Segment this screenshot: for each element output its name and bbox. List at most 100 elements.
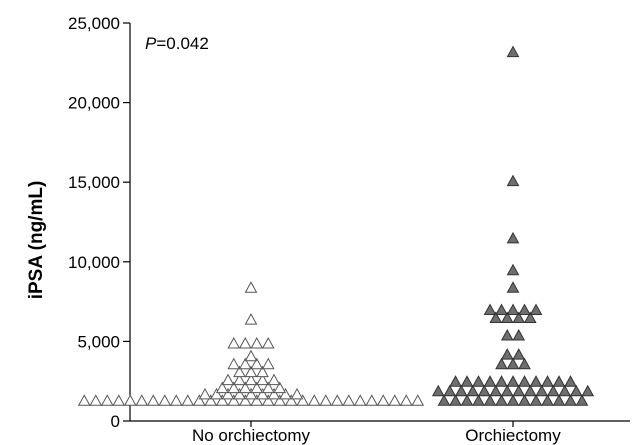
data-point-triangle <box>437 394 451 406</box>
data-point-triangle <box>518 394 531 406</box>
data-point-triangle <box>500 384 514 397</box>
data-point-triangle <box>250 336 264 349</box>
data-point-triangle <box>466 384 480 397</box>
data-point-triangle <box>146 394 160 406</box>
data-point-triangle <box>256 365 269 378</box>
p-value-italic: P <box>145 34 157 53</box>
data-point-triangle <box>284 394 298 406</box>
y-tick-label: 5,000 <box>77 332 120 351</box>
data-point-triangle <box>227 394 241 406</box>
data-point-triangle <box>506 394 520 406</box>
data-point-triangle <box>215 394 229 406</box>
data-point-triangle <box>296 394 310 406</box>
data-point-triangle <box>454 384 468 397</box>
data-point-triangle <box>477 384 491 397</box>
data-point-triangle <box>564 375 577 387</box>
y-tick-label: 0 <box>111 412 120 431</box>
data-point-triangle <box>210 387 223 400</box>
data-point-triangle <box>506 303 520 316</box>
axes <box>129 23 630 422</box>
data-point-triangle <box>250 394 264 406</box>
data-point-triangle <box>483 375 497 387</box>
data-point-triangle <box>512 311 526 324</box>
data-point-triangle <box>376 394 390 406</box>
data-point-triangle <box>558 384 572 397</box>
data-point-triangle <box>261 381 275 394</box>
data-point-triangle <box>546 384 560 397</box>
data-point-triangle <box>238 357 252 370</box>
data-point-triangle <box>500 328 514 341</box>
data-point-triangle <box>227 381 241 394</box>
data-point-triangle <box>529 375 543 387</box>
data-point-triangle <box>342 394 356 406</box>
data-point-triangle <box>330 394 344 406</box>
data-point-triangle <box>523 384 537 397</box>
y-tick-label: 25,000 <box>68 14 120 33</box>
y-axis-label: iPSA (ng/mL) <box>26 181 47 300</box>
data-point-triangle <box>112 394 126 406</box>
data-point-triangle <box>198 387 212 400</box>
data-point-triangle <box>518 375 531 387</box>
data-point-triangle <box>449 375 462 387</box>
data-point-triangle <box>529 394 543 406</box>
data-point-triangle <box>89 394 103 406</box>
data-point-triangle <box>273 381 287 394</box>
data-point-triangle <box>506 263 520 276</box>
data-point-triangle <box>319 394 333 406</box>
y-tick-label: 10,000 <box>68 253 120 272</box>
data-point-triangle <box>483 394 497 406</box>
data-point-triangle <box>244 313 258 325</box>
data-point-triangle <box>238 394 252 406</box>
data-point-triangle <box>523 311 537 324</box>
data-point-triangle <box>227 336 241 349</box>
data-point-triangle <box>204 394 218 406</box>
data-point-triangle <box>495 394 508 406</box>
data-point-triangle <box>512 328 526 341</box>
data-point-triangle <box>518 303 531 316</box>
data-point-triangle <box>506 375 520 387</box>
data-point-triangle <box>552 375 566 387</box>
data-point-triangle <box>267 387 281 400</box>
data-point-triangle <box>512 384 526 397</box>
data-point-triangle <box>273 394 287 406</box>
data-point-triangle <box>233 373 246 386</box>
data-point-triangle <box>535 384 549 397</box>
data-point-triangle <box>261 394 275 406</box>
x-category-label: No orchiectomy <box>192 426 311 445</box>
data-point-triangle <box>460 375 474 387</box>
data-point-triangle <box>221 373 235 386</box>
data-point-triangle <box>244 365 258 378</box>
data-point-triangle <box>256 387 269 400</box>
data-point-triangle <box>290 387 304 400</box>
data-point-triangle <box>227 357 241 370</box>
data-point-triangle <box>472 394 485 406</box>
data-points <box>77 45 595 406</box>
data-point-triangle <box>489 311 503 324</box>
data-point-triangle <box>238 381 252 394</box>
data-point-triangle <box>233 387 246 400</box>
data-point-triangle <box>233 365 246 378</box>
data-point-triangle <box>261 357 275 370</box>
data-point-triangle <box>518 357 531 370</box>
data-point-triangle <box>552 394 566 406</box>
data-point-triangle <box>261 336 275 349</box>
data-point-triangle <box>506 231 520 244</box>
data-point-triangle <box>221 387 235 400</box>
data-point-triangle <box>495 303 508 316</box>
data-point-triangle <box>192 394 206 406</box>
data-point-triangle <box>472 375 485 387</box>
p-value-annotation: P=0.042 <box>145 34 209 53</box>
data-point-triangle <box>279 387 292 400</box>
data-point-triangle <box>431 384 445 397</box>
data-point-triangle <box>564 394 577 406</box>
data-point-triangle <box>77 394 91 406</box>
data-point-triangle <box>244 349 258 362</box>
data-point-triangle <box>365 394 379 406</box>
data-point-triangle <box>541 394 554 406</box>
data-point-triangle <box>460 394 474 406</box>
data-point-triangle <box>449 394 462 406</box>
data-point-triangle <box>495 375 508 387</box>
data-point-triangle <box>581 384 595 397</box>
data-point-triangle <box>158 394 172 406</box>
